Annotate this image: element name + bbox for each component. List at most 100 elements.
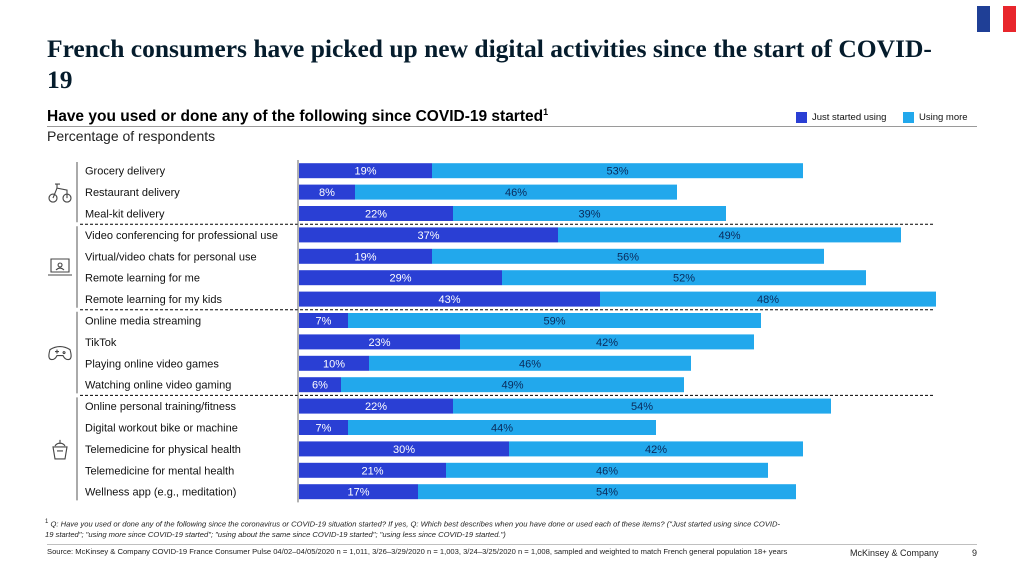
bar-using-more-remote-learning-for-my-kids (600, 291, 936, 307)
bar-using-more-remote-learning-for-me (502, 270, 866, 286)
value-label-just-started: 22% (365, 401, 387, 413)
category-label-telemedicine-for-physical-health: Telemedicine for physical health (85, 444, 241, 456)
fitness-kettlebell-icon-shape (52, 439, 68, 460)
chart-question: Have you used or done any of the followi… (47, 107, 548, 126)
value-label-just-started: 21% (361, 465, 383, 477)
footnote-mark: 1 (45, 519, 49, 525)
value-label-just-started: 29% (389, 273, 411, 285)
value-label-using-more: 46% (596, 465, 618, 477)
bar-using-more-meal-kit-delivery (453, 206, 726, 221)
category-label-meal-kit-delivery: Meal-kit delivery (85, 209, 165, 221)
delivery-scooter-icon-shape (48, 183, 72, 203)
value-label-just-started: 43% (438, 294, 460, 306)
bar-just-started-meal-kit-delivery (299, 206, 453, 221)
value-label-just-started: 7% (316, 423, 332, 435)
category-label-remote-learning-for-my-kids: Remote learning for my kids (85, 294, 222, 306)
value-label-just-started: 23% (368, 337, 390, 349)
footer-divider (47, 544, 977, 545)
bar-using-more-online-media-streaming (348, 313, 761, 328)
gamepad-icon-shape (48, 346, 72, 361)
gamepad-icon (48, 346, 72, 361)
bar-just-started-tiktok (299, 334, 460, 350)
category-label-telemedicine-for-mental-health: Telemedicine for mental health (85, 465, 234, 477)
page-number: 9 (972, 548, 978, 558)
value-label-using-more: 46% (519, 358, 541, 370)
bar-using-more-tiktok (460, 334, 754, 350)
value-label-using-more: 48% (757, 294, 779, 306)
category-label-online-media-streaming: Online media streaming (85, 316, 201, 328)
value-label-using-more: 46% (505, 187, 527, 199)
laptop-icon (48, 258, 72, 276)
page-title: French consumers have picked up new digi… (47, 34, 932, 94)
bar-using-more-restaurant-delivery (355, 184, 677, 200)
bar-just-started-online-media-streaming (299, 313, 348, 328)
bar-using-more-digital-workout-bike-or-machine (348, 420, 656, 435)
flag-stripe-blue (977, 6, 990, 32)
category-label-virtual-video-chats-for-personal-use: Virtual/video chats for personal use (85, 251, 257, 263)
bar-using-more-telemedicine-for-mental-health (446, 462, 768, 478)
bar-just-started-restaurant-delivery (299, 184, 355, 200)
value-label-using-more: 54% (596, 487, 618, 499)
value-label-just-started: 17% (347, 487, 369, 499)
brand-name: McKinsey & Company (850, 548, 939, 558)
bar-using-more-watching-online-video-gaming (341, 377, 684, 393)
legend-label-just-started: Just started using (812, 112, 887, 123)
value-label-using-more: 52% (673, 273, 695, 285)
bar-just-started-virtual-video-chats-for-personal-use (299, 248, 432, 264)
chart-question-text: Have you used or done any of the followi… (47, 108, 544, 126)
category-label-grocery-delivery: Grocery delivery (85, 166, 166, 178)
bar-just-started-grocery-delivery (299, 163, 432, 179)
footnote: 1 Q: Have you used or done any of the fo… (45, 517, 785, 540)
value-label-just-started: 30% (393, 444, 415, 456)
bar-just-started-digital-workout-bike-or-machine (299, 420, 348, 435)
unit-label: Percentage of respondents (47, 128, 216, 144)
laptop-icon-shape (48, 258, 72, 276)
category-label-online-personal-training-fitness: Online personal training/fitness (85, 401, 237, 413)
header-divider (47, 126, 977, 127)
bar-just-started-playing-online-video-games (299, 355, 369, 371)
value-label-using-more: 42% (645, 444, 667, 456)
legend-item-using-more: Using more (903, 112, 968, 123)
bar-just-started-video-conferencing-for-professional-use (299, 227, 558, 243)
value-label-using-more: 49% (501, 380, 523, 392)
footnote-text: Q: Have you used or done any of the foll… (45, 519, 781, 539)
delivery-scooter-icon (48, 183, 72, 203)
value-label-just-started: 8% (319, 187, 335, 199)
bar-just-started-wellness-app-e-g-meditation (299, 484, 418, 500)
bar-just-started-telemedicine-for-physical-health (299, 441, 509, 457)
value-label-using-more: 44% (491, 423, 513, 435)
value-label-just-started: 6% (312, 380, 328, 392)
value-label-just-started: 37% (417, 230, 439, 242)
flag-stripe-red (1003, 6, 1016, 32)
source-note: Source: McKinsey & Company COVID-19 Fran… (47, 547, 788, 556)
category-label-tiktok: TikTok (85, 337, 117, 349)
value-label-using-more: 56% (617, 251, 639, 263)
category-label-digital-workout-bike-or-machine: Digital workout bike or machine (85, 423, 238, 435)
value-label-using-more: 59% (543, 316, 565, 328)
value-label-using-more: 39% (578, 209, 600, 221)
value-label-using-more: 42% (596, 337, 618, 349)
legend-item-just-started: Just started using (796, 112, 886, 123)
value-label-using-more: 54% (631, 401, 653, 413)
value-label-just-started: 22% (365, 209, 387, 221)
bar-just-started-remote-learning-for-my-kids (299, 291, 600, 307)
value-label-just-started: 19% (354, 166, 376, 178)
bar-using-more-playing-online-video-games (369, 355, 691, 371)
category-label-wellness-app-e-g-meditation: Wellness app (e.g., meditation) (85, 487, 236, 499)
value-label-using-more: 53% (606, 166, 628, 178)
bar-just-started-watching-online-video-gaming (299, 377, 341, 393)
category-label-remote-learning-for-me: Remote learning for me (85, 273, 200, 285)
category-label-restaurant-delivery: Restaurant delivery (85, 187, 180, 199)
fitness-kettlebell-icon (52, 439, 68, 460)
category-label-playing-online-video-games: Playing online video games (85, 358, 219, 370)
category-label-video-conferencing-for-professional-use: Video conferencing for professional use (85, 230, 278, 242)
bar-using-more-wellness-app-e-g-meditation (418, 484, 796, 500)
legend-swatch-just-started (796, 112, 807, 123)
bar-just-started-online-personal-training-fitness (299, 398, 453, 414)
legend-swatch-using-more (903, 112, 914, 123)
chart-question-footnote-mark: 1 (543, 107, 549, 117)
flag-stripe-white (990, 6, 1003, 32)
bar-using-more-video-conferencing-for-professional-use (558, 227, 901, 243)
value-label-just-started: 10% (323, 358, 345, 370)
